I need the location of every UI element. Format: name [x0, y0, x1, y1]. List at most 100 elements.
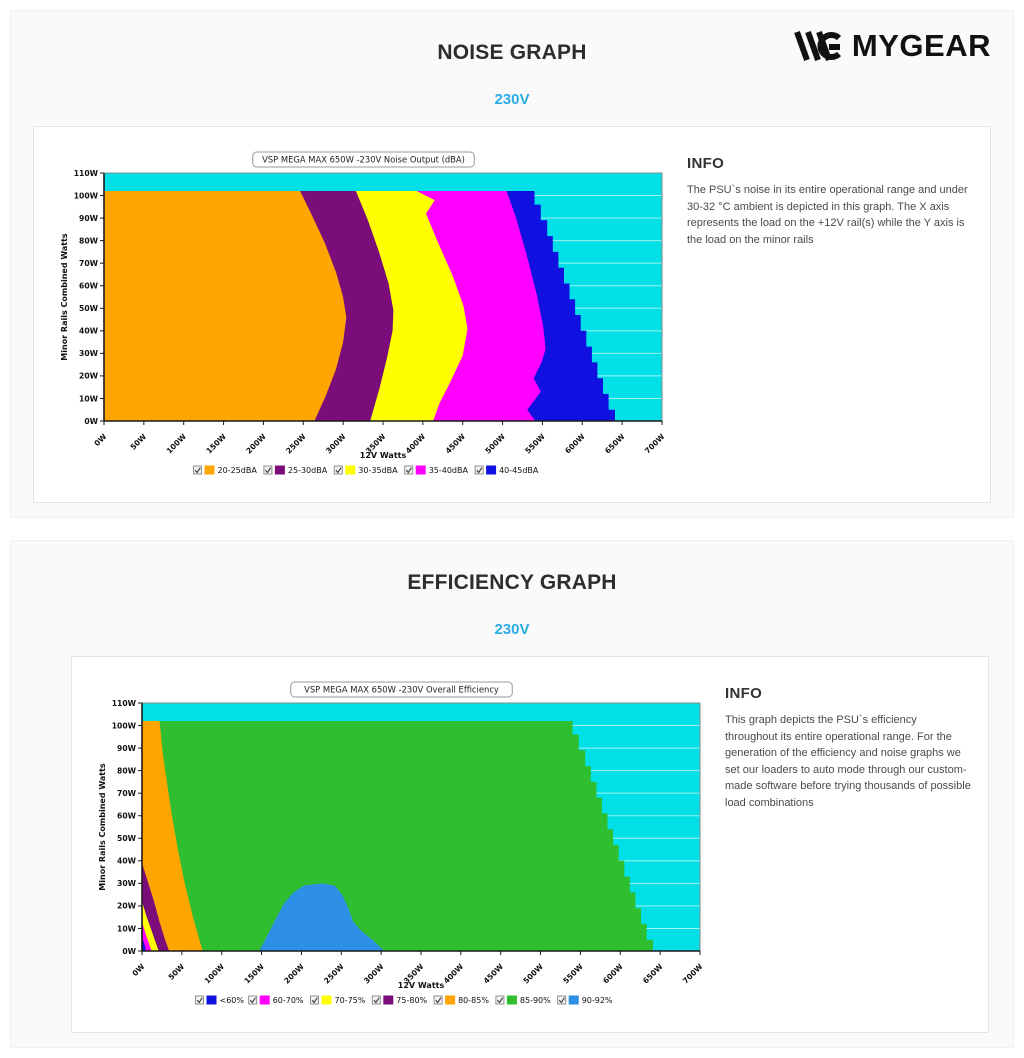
legend-swatch	[345, 465, 356, 475]
legend-item[interactable]: 40-45dBA	[474, 465, 539, 476]
x-tick-label: 100W	[165, 432, 189, 456]
chart-title-box	[252, 151, 475, 168]
x-tick-label: 250W	[284, 432, 308, 456]
checkmark-icon	[558, 997, 565, 1004]
x-tick-label: 400W	[404, 432, 428, 456]
noise-panel: 0W 10W 20W 30W 40W 50W 60W 70W 80W 90W 100W 110W 0W 5…	[33, 126, 991, 503]
noise-section: MYGEAR NOISE GRAPH 230V 0W 10W 20W 30W 40W 50…	[10, 10, 1014, 518]
y-tick-label: 20W	[79, 372, 99, 381]
legend-checkbox[interactable]	[193, 465, 202, 475]
voltage-tab-efficiency[interactable]: 230V	[494, 621, 530, 638]
checkmark-icon	[265, 467, 272, 474]
x-tick-label: 500W	[521, 962, 545, 986]
legend-item[interactable]: 30-35dBA	[333, 465, 398, 476]
legend-swatch	[206, 995, 217, 1005]
legend-swatch	[383, 995, 394, 1005]
legend-swatch	[445, 995, 456, 1005]
x-tick-label: 600W	[601, 962, 625, 986]
region-80-85%	[142, 721, 203, 951]
legend-item[interactable]: 80-85%	[433, 995, 489, 1006]
legend-checkbox[interactable]	[371, 995, 381, 1005]
legend-label: 85-90%	[520, 996, 551, 1005]
checkmark-icon	[497, 997, 504, 1004]
legend-swatch	[259, 995, 270, 1005]
y-tick-label: 60W	[117, 812, 137, 821]
x-tick-label: 600W	[563, 432, 587, 456]
checkmark-icon	[373, 997, 380, 1004]
y-tick-label: 10W	[79, 394, 99, 403]
info-text: The PSU`s noise in its entire operationa…	[687, 184, 968, 246]
legend-label: 90-92%	[582, 996, 613, 1005]
chart-title-box	[290, 681, 513, 698]
x-axis-label: 12V Watts	[398, 981, 445, 990]
legend-checkbox[interactable]	[474, 465, 484, 475]
x-tick-label: 500W	[483, 432, 507, 456]
noise-section-title: NOISE GRAPH	[437, 41, 587, 64]
legend-checkbox[interactable]	[248, 995, 258, 1005]
x-tick-label: 550W	[523, 432, 547, 456]
chart-title: VSP MEGA MAX 650W -230V Noise Output (dB…	[262, 155, 465, 165]
legend-swatch	[321, 995, 332, 1005]
legend-label: 80-85%	[458, 996, 489, 1005]
y-tick-label: 30W	[117, 879, 137, 888]
legend-item[interactable]: <60%	[195, 995, 245, 1006]
legend-checkbox[interactable]	[404, 465, 414, 475]
legend-label: 30-35dBA	[358, 466, 398, 475]
y-tick-label: 110W	[74, 169, 99, 178]
x-tick-label: 150W	[204, 432, 228, 456]
legend-checkbox[interactable]	[333, 465, 343, 475]
legend-checkbox[interactable]	[433, 995, 443, 1005]
region-60-70%	[142, 921, 152, 951]
y-tick-label: 40W	[117, 857, 137, 866]
legend-item[interactable]: 25-30dBA	[263, 465, 328, 476]
legend-item[interactable]: 70-75%	[310, 995, 366, 1006]
x-axis-label: 12V Watts	[360, 451, 407, 460]
legend-checkbox[interactable]	[263, 465, 273, 475]
legend-item[interactable]: 20-25dBA	[193, 465, 258, 476]
x-tick-label: 200W	[282, 962, 306, 986]
mygear-logo-icon	[794, 30, 841, 62]
legend-checkbox[interactable]	[195, 995, 204, 1005]
info-heading: INFO	[687, 155, 725, 172]
x-tick-label: 550W	[561, 962, 585, 986]
y-tick-label: 50W	[79, 304, 99, 313]
efficiency-chart: 0W 10W 20W 30W 40W 50W 60W 70W 80W 90W 100W 110W 0W 5…	[94, 679, 709, 1014]
legend-checkbox[interactable]	[495, 995, 505, 1005]
legend-swatch	[568, 995, 579, 1005]
y-tick-label: 30W	[79, 349, 99, 358]
x-tick-label: 650W	[641, 962, 665, 986]
efficiency-section: EFFICIENCY GRAPH 230V 0W 10W 20W 30W 40W 50W 6…	[10, 540, 1014, 1048]
legend-item[interactable]: 35-40dBA	[404, 465, 469, 476]
legend-label: 70-75%	[335, 996, 366, 1005]
x-tick-label: 50W	[129, 432, 149, 452]
legend-item[interactable]: 60-70%	[248, 995, 304, 1006]
checkmark-icon	[194, 467, 201, 474]
legend-label: 25-30dBA	[288, 466, 328, 475]
legend-checkbox[interactable]	[310, 995, 319, 1005]
overall-efficiency-map: 0W 10W 20W 30W 40W 50W 60W 70W 80W 90W 100W 110W 0W 5…	[98, 681, 705, 1006]
checkmark-icon	[335, 467, 342, 474]
region-20-25dBA	[104, 191, 347, 421]
x-tick-label: 300W	[324, 432, 348, 456]
chart-title: VSP MEGA MAX 650W -230V Overall Efficien…	[304, 685, 499, 695]
voltage-tab-noise[interactable]: 230V	[494, 91, 530, 108]
legend-item[interactable]: 90-92%	[557, 995, 613, 1006]
x-tick-label: 250W	[322, 962, 346, 986]
y-tick-label: 80W	[117, 766, 137, 775]
y-tick-label: 0W	[84, 417, 98, 426]
y-tick-label: 20W	[117, 902, 137, 911]
y-tick-label: 110W	[112, 699, 137, 708]
y-tick-label: 100W	[112, 721, 137, 730]
legend-swatch	[204, 465, 215, 475]
y-axis-label: Minor Rails Combined Watts	[60, 233, 69, 361]
x-tick-label: 0W	[130, 962, 146, 978]
y-tick-label: 70W	[117, 789, 137, 798]
legend-checkbox[interactable]	[557, 995, 567, 1005]
legend-item[interactable]: 75-80%	[371, 995, 428, 1006]
x-tick-label: 50W	[167, 962, 187, 982]
y-axis-label: Minor Rails Combined Watts	[98, 763, 107, 891]
logo-text: MYGEAR	[851, 28, 991, 63]
y-tick-label: 90W	[117, 744, 137, 753]
checkmark-icon	[196, 997, 203, 1004]
legend-item[interactable]: 85-90%	[495, 995, 551, 1006]
